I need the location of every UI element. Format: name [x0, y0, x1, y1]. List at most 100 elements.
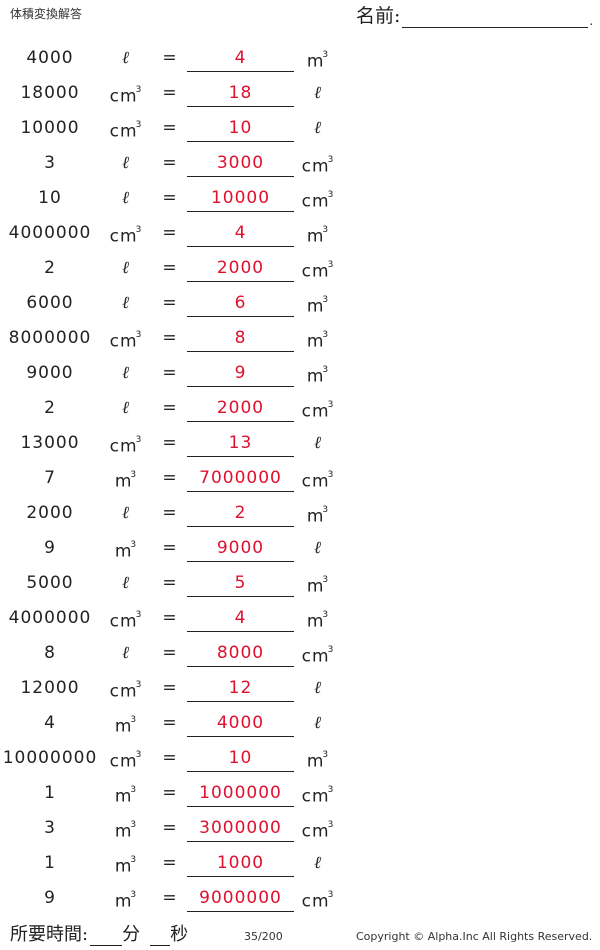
given-value: 4000000 [8, 223, 92, 243]
from-unit: ℓ [103, 290, 149, 316]
cubic-exponent: 3 [327, 260, 335, 270]
given-value: 1 [44, 783, 56, 803]
to-unit: m3 [296, 45, 340, 72]
conversion-row: 4000000 cm3 = 4 m3 [0, 600, 360, 635]
conversion-row: 6000 ℓ = 6 m3 [0, 285, 360, 320]
answer-value: 4 [187, 605, 294, 632]
answer-value: 9000000 [187, 885, 294, 912]
cubic-exponent: 3 [327, 820, 335, 830]
from-unit: cm3 [103, 115, 149, 142]
equals-sign: = [162, 608, 178, 628]
seconds-label: 秒 [170, 924, 189, 945]
to-unit-symbol: cm [301, 156, 330, 177]
to-unit-symbol: m [306, 611, 325, 632]
from-unit-symbol: m [114, 891, 133, 912]
cubic-exponent: 3 [130, 785, 138, 795]
to-unit: ℓ [296, 80, 340, 106]
cubic-exponent: 3 [135, 330, 143, 340]
equals-sign: = [162, 783, 178, 803]
equals-sign: = [162, 328, 178, 348]
equals-sign: = [162, 503, 178, 523]
from-unit: ℓ [103, 150, 149, 176]
from-unit-symbol: ℓ [121, 188, 131, 208]
to-unit: cm3 [296, 150, 340, 177]
from-unit-symbol: ℓ [121, 48, 131, 68]
to-unit: ℓ [296, 430, 340, 456]
conversion-row: 10000 cm3 = 10 ℓ [0, 110, 360, 145]
answer-value: 4 [187, 220, 294, 247]
given-value: 9 [44, 538, 56, 558]
to-unit: m3 [296, 570, 340, 597]
equals-sign: = [162, 643, 178, 663]
answer-value: 10 [187, 745, 294, 772]
conversion-row: 10 ℓ = 10000 cm3 [0, 180, 360, 215]
equals-sign: = [162, 678, 178, 698]
from-unit: cm3 [103, 80, 149, 107]
from-unit: cm3 [103, 605, 149, 632]
cubic-exponent: 3 [135, 120, 143, 130]
to-unit: cm3 [296, 640, 340, 667]
given-value: 13000 [20, 433, 80, 453]
from-unit: cm3 [103, 745, 149, 772]
answer-value: 10000 [187, 185, 294, 212]
from-unit-symbol: cm [109, 86, 138, 107]
to-unit: m3 [296, 220, 340, 247]
cubic-exponent: 3 [135, 435, 143, 445]
cubic-exponent: 3 [130, 855, 138, 865]
given-value: 2 [44, 258, 56, 278]
from-unit: ℓ [103, 640, 149, 666]
cubic-exponent: 3 [130, 540, 138, 550]
to-unit-symbol: ℓ [313, 713, 323, 733]
answer-value: 3000 [187, 150, 294, 177]
conversion-row: 3 ℓ = 3000 cm3 [0, 145, 360, 180]
from-unit: m3 [103, 850, 149, 877]
equals-sign: = [162, 748, 178, 768]
cubic-exponent: 3 [135, 750, 143, 760]
given-value: 4 [44, 713, 56, 733]
cubic-exponent: 3 [322, 365, 330, 375]
cubic-exponent: 3 [327, 190, 335, 200]
from-unit-symbol: m [114, 821, 133, 842]
answer-value: 6 [187, 290, 294, 317]
to-unit-symbol: ℓ [313, 678, 323, 698]
equals-sign: = [162, 258, 178, 278]
conversion-row: 5000 ℓ = 5 m3 [0, 565, 360, 600]
from-unit-symbol: m [114, 786, 133, 807]
equals-sign: = [162, 888, 178, 908]
to-unit-symbol: cm [301, 646, 330, 667]
equals-sign: = [162, 363, 178, 383]
cubic-exponent: 3 [130, 890, 138, 900]
name-field-area: 名前: . [356, 4, 593, 28]
cubic-exponent: 3 [327, 400, 335, 410]
equals-sign: = [162, 468, 178, 488]
conversion-row: 4000000 cm3 = 4 m3 [0, 215, 360, 250]
conversion-row: 4000 ℓ = 4 m3 [0, 40, 360, 75]
from-unit-symbol: ℓ [121, 153, 131, 173]
cubic-exponent: 3 [327, 890, 335, 900]
given-value: 18000 [20, 83, 80, 103]
equals-sign: = [162, 83, 178, 103]
from-unit-symbol: ℓ [121, 363, 131, 383]
given-value: 6000 [26, 293, 74, 313]
to-unit: m3 [296, 500, 340, 527]
answer-value: 8 [187, 325, 294, 352]
conversion-row: 8 ℓ = 8000 cm3 [0, 635, 360, 670]
from-unit-symbol: m [114, 856, 133, 877]
to-unit-symbol: ℓ [313, 83, 323, 103]
minutes-label: 分 [122, 924, 141, 945]
cubic-exponent: 3 [327, 470, 335, 480]
to-unit-symbol: cm [301, 191, 330, 212]
from-unit: m3 [103, 815, 149, 842]
equals-sign: = [162, 398, 178, 418]
answer-value: 4000 [187, 710, 294, 737]
answer-value: 5 [187, 570, 294, 597]
answer-value: 1000 [187, 850, 294, 877]
cubic-exponent: 3 [327, 155, 335, 165]
conversion-row: 1 m3 = 1000 ℓ [0, 845, 360, 880]
from-unit: m3 [103, 535, 149, 562]
equals-sign: = [162, 153, 178, 173]
answer-value: 2 [187, 500, 294, 527]
to-unit: cm3 [296, 885, 340, 912]
equals-sign: = [162, 853, 178, 873]
answer-value: 13 [187, 430, 294, 457]
